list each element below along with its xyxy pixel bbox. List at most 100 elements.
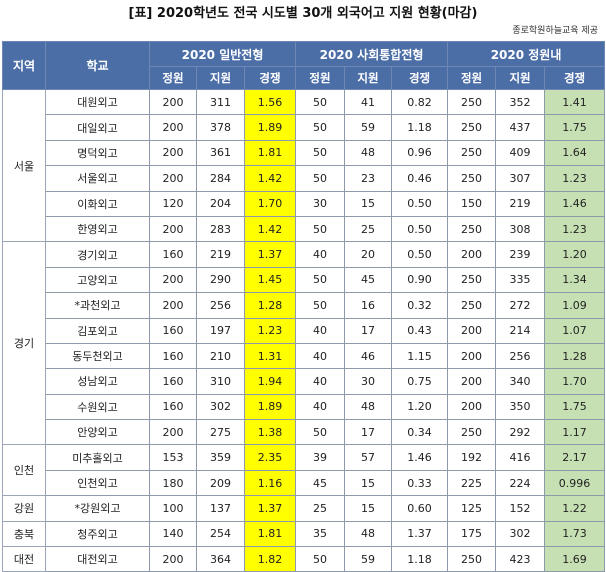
general-ratio-cell: 1.56: [243, 88, 297, 116]
social-quota-cell: 50: [295, 165, 346, 192]
general-applicants-cell: 210: [196, 342, 245, 370]
social-quota-cell: 25: [295, 495, 346, 522]
social-ratio-cell: 1.18: [391, 546, 449, 572]
school-cell: 대전외고: [45, 546, 150, 572]
school-cell: 경기외고: [45, 241, 150, 268]
general-ratio-cell: 1.16: [243, 469, 297, 497]
general-applicants-cell: 256: [196, 292, 245, 319]
table-row: 고양외고 200 290 1.45 50 45 0.90 250 335 1.34: [3, 266, 606, 294]
general-applicants-cell: 378: [196, 114, 245, 141]
general-ratio-cell: 1.37: [243, 495, 297, 522]
header-ratio: 경쟁: [391, 66, 449, 90]
social-quota-cell: 40: [295, 393, 346, 421]
header-region: 지역: [2, 41, 46, 90]
general-quota-cell: 160: [149, 342, 197, 370]
total-quota-cell: 250: [447, 419, 497, 446]
total-ratio-cell: 1.75: [544, 393, 606, 421]
total-quota-cell: 200: [447, 342, 497, 370]
social-quota-cell: 40: [295, 241, 346, 268]
table-row: 안양외고 200 275 1.38 50 17 0.34 250 292 1.17: [3, 419, 606, 446]
general-applicants-cell: 310: [196, 368, 245, 395]
header-applicants: 지원: [344, 66, 393, 90]
social-quota-cell: 35: [295, 520, 346, 548]
table-row: 김포외고 160 197 1.23 40 17 0.43 200 214 1.07: [3, 317, 606, 344]
table-row: 성남외고 160 310 1.94 40 30 0.75 200 340 1.70: [3, 368, 606, 395]
total-ratio-cell: 1.23: [544, 165, 606, 192]
total-ratio-cell: 1.75: [544, 114, 606, 141]
school-cell: 인천외고: [45, 469, 150, 497]
total-quota-cell: 250: [447, 546, 497, 572]
general-applicants-cell: 275: [196, 419, 245, 446]
school-cell: 미추홀외고: [45, 444, 150, 471]
social-ratio-cell: 0.75: [391, 368, 449, 395]
general-ratio-cell: 1.89: [243, 393, 297, 421]
social-ratio-cell: 1.20: [391, 393, 449, 421]
general-quota-cell: 160: [149, 241, 197, 268]
general-ratio-cell: 1.89: [243, 114, 297, 141]
general-applicants-cell: 290: [196, 266, 245, 294]
total-ratio-cell: 1.23: [544, 215, 606, 243]
total-ratio-cell: 2.17: [544, 444, 606, 471]
header-group-social: 2020 사회통합전형: [295, 41, 449, 67]
total-quota-cell: 192: [447, 444, 497, 471]
region-cell: 인천: [2, 444, 46, 497]
table-row: 경기 경기외고 160 219 1.37 40 20 0.50 200 239 1.20: [2, 241, 606, 446]
social-quota-cell: 40: [295, 368, 346, 395]
total-quota-cell: 125: [447, 495, 497, 522]
general-quota-cell: 200: [149, 88, 197, 116]
school-cell: 성남외고: [45, 368, 150, 395]
total-ratio-cell: 1.17: [544, 419, 606, 446]
total-applicants-cell: 272: [495, 292, 546, 319]
general-applicants-cell: 361: [196, 139, 245, 167]
general-applicants-cell: 283: [196, 215, 245, 243]
total-quota-cell: 150: [447, 190, 497, 217]
social-ratio-cell: 0.96: [391, 139, 449, 167]
school-cell: 안양외고: [45, 419, 150, 446]
general-quota-cell: 200: [149, 114, 197, 141]
general-applicants-cell: 219: [196, 241, 245, 268]
total-quota-cell: 200: [447, 393, 497, 421]
header-applicants: 지원: [196, 66, 245, 90]
header-quota: 정원: [149, 66, 197, 90]
total-ratio-cell: 1.20: [544, 241, 606, 268]
social-quota-cell: 50: [295, 419, 346, 446]
social-applicants-cell: 15: [344, 495, 393, 522]
social-applicants-cell: 15: [344, 469, 393, 497]
general-ratio-cell: 1.31: [243, 342, 297, 370]
total-applicants-cell: 256: [495, 342, 546, 370]
region-cell: 대전: [2, 546, 46, 572]
general-ratio-cell: 1.23: [243, 317, 297, 344]
table-title: [표] 2020학년도 전국 시도별 30개 외국어고 지원 현황(마감): [128, 6, 478, 21]
school-cell: *과천외고: [45, 292, 150, 319]
table-row: 강원 *강원외고 100 137 1.37 25 15 0.60 125 152 1.22: [2, 495, 606, 522]
social-applicants-cell: 45: [344, 266, 393, 294]
total-ratio-cell: 1.22: [544, 495, 606, 522]
total-quota-cell: 250: [447, 292, 497, 319]
table-row: 대전 대전외고 200 364 1.82 50 59 1.18 250 423 1.69: [2, 546, 606, 572]
region-cell: 강원: [2, 495, 46, 522]
social-quota-cell: 50: [295, 215, 346, 243]
school-cell: 이화외고: [45, 190, 150, 217]
general-quota-cell: 200: [149, 292, 197, 319]
total-applicants-cell: 352: [495, 88, 546, 116]
general-quota-cell: 180: [149, 469, 197, 497]
social-applicants-cell: 46: [344, 342, 393, 370]
social-applicants-cell: 48: [344, 520, 393, 548]
general-quota-cell: 200: [149, 215, 197, 243]
table-row: 수원외고 160 302 1.89 40 48 1.20 200 350 1.75: [3, 393, 606, 421]
general-quota-cell: 100: [149, 495, 197, 522]
general-quota-cell: 200: [149, 266, 197, 294]
social-ratio-cell: 1.15: [391, 342, 449, 370]
social-quota-cell: 50: [295, 114, 346, 141]
header-quota: 정원: [447, 66, 497, 90]
social-applicants-cell: 17: [344, 419, 393, 446]
total-applicants-cell: 224: [495, 469, 546, 497]
general-ratio-cell: 1.42: [243, 165, 297, 192]
social-ratio-cell: 0.90: [391, 266, 449, 294]
social-quota-cell: 50: [295, 292, 346, 319]
total-quota-cell: 200: [447, 368, 497, 395]
social-ratio-cell: 1.37: [391, 520, 449, 548]
social-quota-cell: 45: [295, 469, 346, 497]
general-applicants-cell: 197: [196, 317, 245, 344]
social-quota-cell: 50: [295, 546, 346, 572]
